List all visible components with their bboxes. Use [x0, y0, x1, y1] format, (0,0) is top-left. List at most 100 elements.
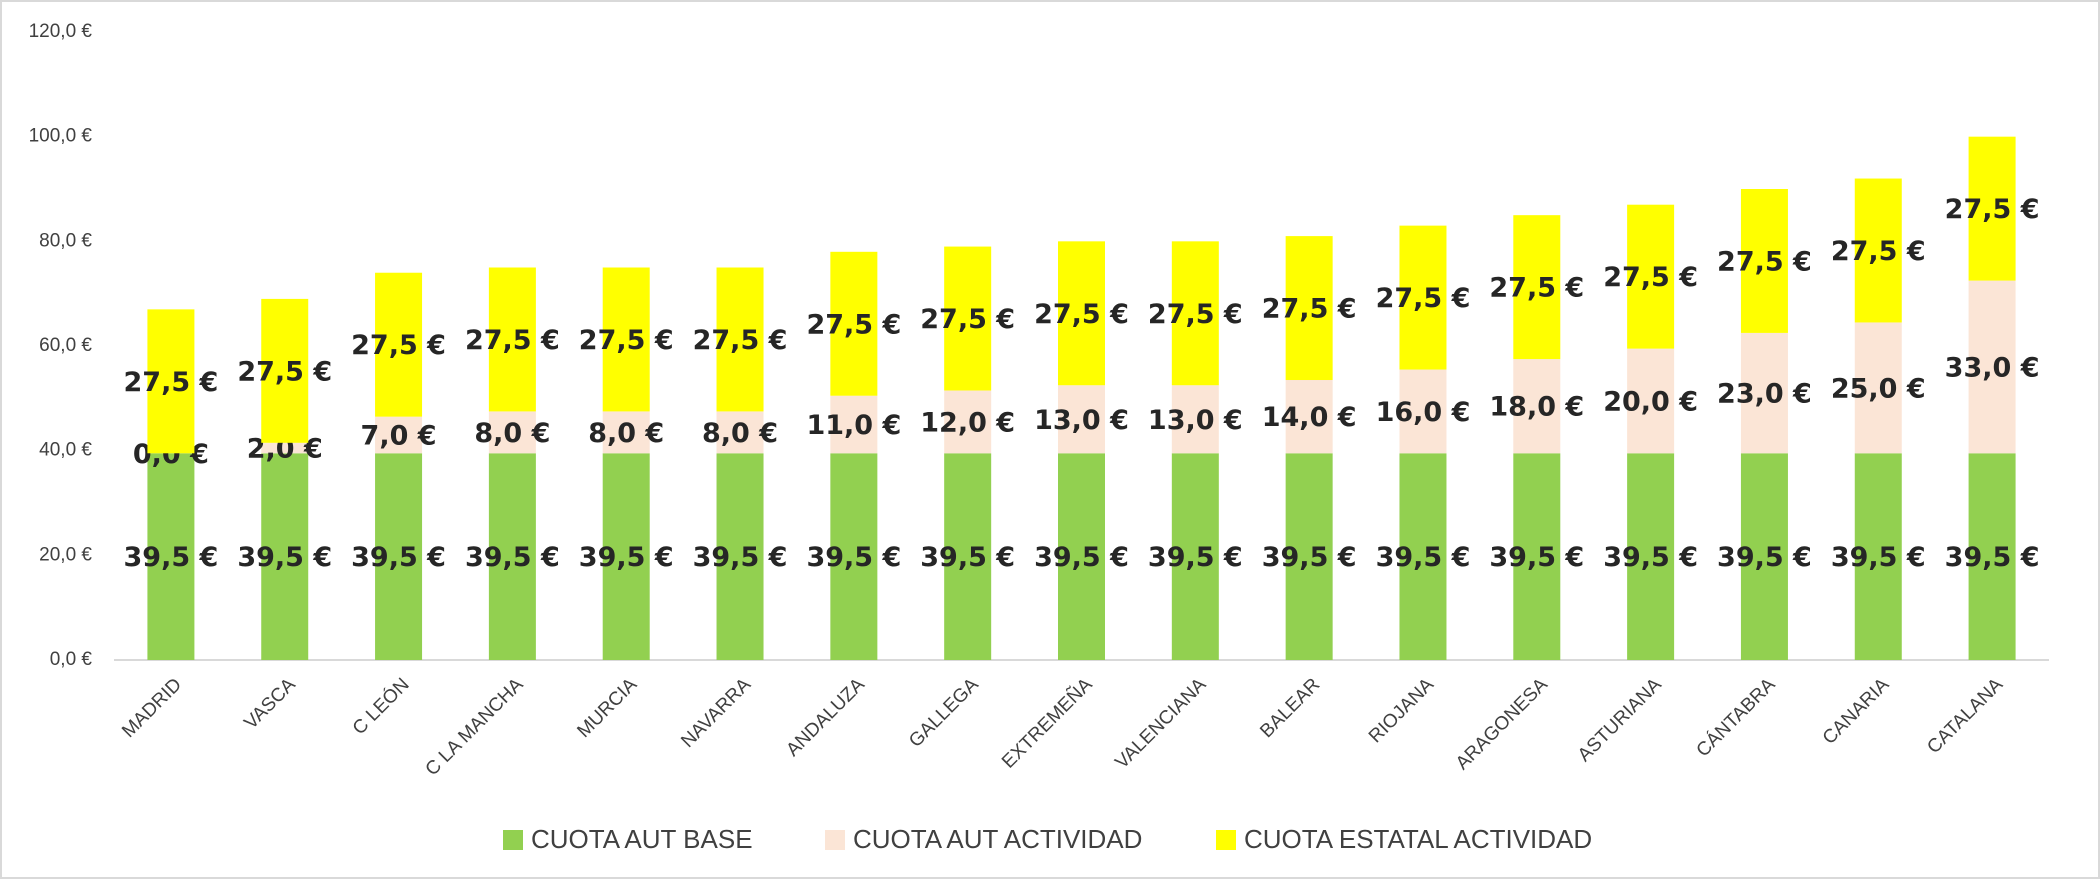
value-label: 23,0 € — [1717, 379, 1812, 410]
value-label: 14,0 € — [1262, 402, 1357, 433]
bar-segment — [830, 395, 878, 454]
bar-segment — [1058, 241, 1105, 386]
y-tick-label: 40,0 € — [39, 440, 92, 461]
bar-segment — [1171, 385, 1219, 454]
bar-segment — [488, 267, 536, 412]
value-label: 39,5 € — [1148, 542, 1243, 573]
value-label: 39,5 € — [237, 542, 332, 573]
y-tick-label: 60,0 € — [39, 335, 92, 356]
legend-swatch — [1216, 830, 1236, 850]
bar-segment — [1513, 215, 1561, 360]
bar-segment — [944, 453, 992, 660]
bar-segment — [1740, 189, 1788, 333]
bar-segment — [1627, 204, 1675, 349]
bar-segment — [1058, 385, 1105, 454]
value-label: 25,0 € — [1831, 373, 1926, 404]
bar-segment — [1513, 359, 1561, 454]
value-label: 8,0 € — [474, 418, 550, 449]
value-label: 11,0 € — [806, 410, 901, 441]
value-label: 27,5 € — [920, 304, 1015, 335]
bar-segment — [1285, 236, 1333, 381]
bar-segment — [147, 309, 195, 454]
legend-swatch — [503, 830, 523, 850]
value-label: 27,5 € — [1148, 299, 1243, 330]
value-label: 27,5 € — [237, 356, 332, 387]
value-label: 27,5 € — [124, 367, 219, 398]
bar-segment — [1171, 453, 1219, 660]
value-label: 39,5 € — [1262, 542, 1357, 573]
value-label: 27,5 € — [1717, 246, 1812, 277]
value-label: 39,5 € — [806, 542, 901, 573]
bar-segment — [1627, 348, 1675, 454]
bar-segment — [375, 453, 423, 660]
bar-segment — [1968, 453, 2016, 660]
value-label: 13,0 € — [1148, 405, 1243, 436]
y-tick-label: 100,0 € — [29, 126, 93, 147]
value-label: 39,5 € — [124, 542, 219, 573]
value-label: 39,5 € — [1489, 542, 1584, 573]
value-label: 39,5 € — [351, 542, 446, 573]
value-label: 12,0 € — [920, 407, 1015, 438]
value-label: 27,5 € — [693, 325, 788, 356]
value-label: 33,0 € — [1945, 352, 2040, 383]
value-label: 27,5 € — [1376, 283, 1471, 314]
bar-segment — [1627, 453, 1675, 660]
y-tick-label: 120,0 € — [29, 21, 93, 42]
value-label: 39,5 € — [1831, 542, 1926, 573]
value-label: 16,0 € — [1376, 397, 1471, 428]
value-label: 18,0 € — [1489, 392, 1584, 423]
bar-segment — [1058, 453, 1105, 660]
bar-segment — [261, 298, 309, 443]
y-tick-label: 20,0 € — [39, 544, 92, 565]
legend-label: CUOTA AUT BASE — [531, 824, 753, 854]
value-label: 8,0 € — [588, 418, 664, 449]
value-label: 8,0 € — [702, 418, 778, 449]
value-label: 27,5 € — [1831, 236, 1926, 267]
bar-segment — [830, 453, 878, 660]
bar-segment — [1740, 453, 1788, 660]
value-label: 7,0 € — [361, 420, 437, 451]
bar-segment — [830, 251, 878, 396]
bar-segment — [716, 267, 764, 412]
value-label: 27,5 € — [351, 330, 446, 361]
value-label: 27,5 € — [1262, 294, 1357, 325]
bar-segment — [147, 453, 195, 660]
bar-segment — [944, 390, 992, 454]
value-label: 39,5 € — [1034, 542, 1129, 573]
bar-segment — [1740, 332, 1788, 454]
value-label: 39,5 € — [1376, 542, 1471, 573]
value-label: 13,0 € — [1034, 405, 1129, 436]
y-tick-label: 80,0 € — [39, 230, 92, 251]
value-label: 39,5 € — [579, 542, 674, 573]
value-label: 20,0 € — [1603, 386, 1698, 417]
bar-segment — [944, 246, 992, 391]
value-label: 39,5 € — [465, 542, 560, 573]
bar-segment — [261, 453, 309, 660]
bar-segment — [1399, 453, 1447, 660]
value-label: 39,5 € — [1603, 542, 1698, 573]
value-label: 39,5 € — [1945, 542, 2040, 573]
value-label: 27,5 € — [1603, 262, 1698, 293]
bar-segment — [1968, 136, 2016, 281]
bar-segment — [1854, 322, 1902, 454]
value-label: 27,5 € — [806, 309, 901, 340]
value-label: 27,5 € — [1945, 194, 2040, 225]
bar-segment — [716, 411, 764, 454]
value-label: 27,5 € — [1489, 273, 1584, 304]
bar-segment — [1854, 178, 1902, 323]
bar-segment — [602, 411, 650, 454]
bar-segment — [261, 442, 309, 454]
bar-segment — [602, 267, 650, 412]
bar-segment — [1285, 380, 1333, 454]
bar-segment — [375, 416, 423, 454]
bar-segment — [1285, 453, 1333, 660]
y-tick-label: 0,0 € — [50, 649, 93, 670]
value-label: 39,5 € — [1717, 542, 1812, 573]
value-label: 27,5 € — [465, 325, 560, 356]
legend-label: CUOTA AUT ACTIVIDAD — [853, 824, 1142, 854]
bar-segment — [488, 453, 536, 660]
value-label: 27,5 € — [579, 325, 674, 356]
bar-segment — [488, 411, 536, 454]
bar-segment — [1968, 280, 2016, 454]
bar-segment — [1399, 369, 1447, 454]
